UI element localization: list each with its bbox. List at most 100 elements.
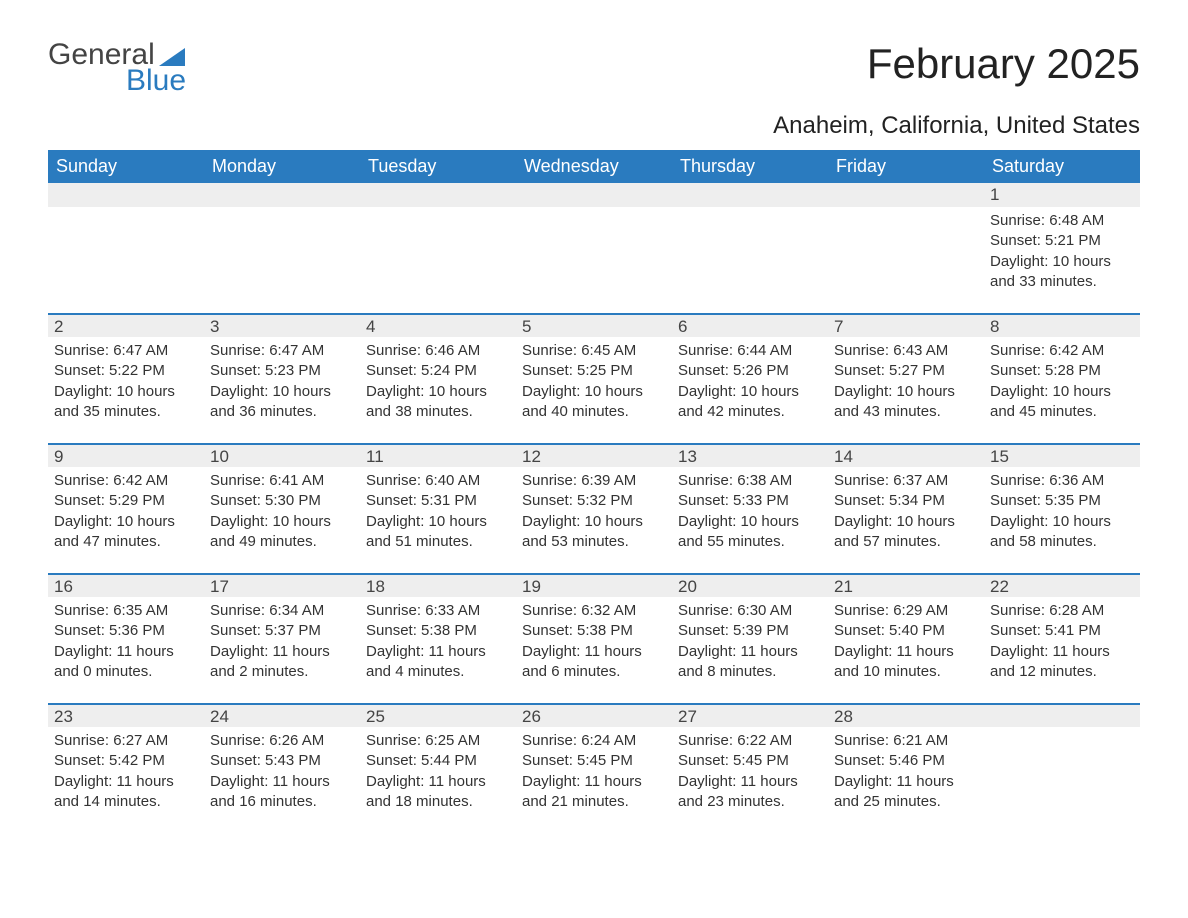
day-number: 16 xyxy=(48,573,204,597)
day-number xyxy=(984,703,1140,727)
sunrise-line: Sunrise: 6:21 AM xyxy=(834,731,978,751)
daylight-line: Daylight: 10 hours and 36 minutes. xyxy=(210,382,354,423)
day-details: Sunrise: 6:43 AMSunset: 5:27 PMDaylight:… xyxy=(828,337,984,422)
calendar-cell: 28Sunrise: 6:21 AMSunset: 5:46 PMDayligh… xyxy=(828,703,984,833)
daylight-line: Daylight: 10 hours and 58 minutes. xyxy=(990,512,1134,553)
day-number xyxy=(204,183,360,207)
day-details: Sunrise: 6:28 AMSunset: 5:41 PMDaylight:… xyxy=(984,597,1140,682)
daylight-line: Daylight: 11 hours and 14 minutes. xyxy=(54,772,198,813)
sunset-line: Sunset: 5:36 PM xyxy=(54,621,198,641)
sunrise-line: Sunrise: 6:29 AM xyxy=(834,601,978,621)
sunrise-line: Sunrise: 6:37 AM xyxy=(834,471,978,491)
daylight-line: Daylight: 11 hours and 8 minutes. xyxy=(678,642,822,683)
day-number xyxy=(672,183,828,207)
sunrise-line: Sunrise: 6:28 AM xyxy=(990,601,1134,621)
daylight-line: Daylight: 10 hours and 38 minutes. xyxy=(366,382,510,423)
calendar-cell: 4 Sunrise: 6:46 AMSunset: 5:24 PMDaylight… xyxy=(360,313,516,443)
daylight-line: Daylight: 11 hours and 10 minutes. xyxy=(834,642,978,683)
calendar-cell: 23Sunrise: 6:27 AMSunset: 5:42 PMDayligh… xyxy=(48,703,204,833)
sunset-line: Sunset: 5:35 PM xyxy=(990,491,1134,511)
daylight-line: Daylight: 10 hours and 33 minutes. xyxy=(990,252,1134,293)
daylight-line: Daylight: 11 hours and 23 minutes. xyxy=(678,772,822,813)
sunrise-line: Sunrise: 6:48 AM xyxy=(990,211,1134,231)
day-number: 28 xyxy=(828,703,984,727)
daylight-line: Daylight: 10 hours and 47 minutes. xyxy=(54,512,198,553)
sunrise-line: Sunrise: 6:30 AM xyxy=(678,601,822,621)
daylight-line: Daylight: 11 hours and 4 minutes. xyxy=(366,642,510,683)
calendar-cell xyxy=(828,183,984,313)
day-number: 24 xyxy=(204,703,360,727)
calendar-cell xyxy=(672,183,828,313)
sunset-line: Sunset: 5:27 PM xyxy=(834,361,978,381)
daylight-line: Daylight: 10 hours and 35 minutes. xyxy=(54,382,198,423)
calendar-week: 9Sunrise: 6:42 AMSunset: 5:29 PMDaylight… xyxy=(48,443,1140,573)
daylight-line: Daylight: 11 hours and 12 minutes. xyxy=(990,642,1134,683)
day-number: 6 xyxy=(672,313,828,337)
day-number: 19 xyxy=(516,573,672,597)
sunset-line: Sunset: 5:41 PM xyxy=(990,621,1134,641)
day-header: Sunday xyxy=(48,150,204,183)
day-number: 23 xyxy=(48,703,204,727)
daylight-line: Daylight: 10 hours and 42 minutes. xyxy=(678,382,822,423)
sunset-line: Sunset: 5:44 PM xyxy=(366,751,510,771)
day-number: 14 xyxy=(828,443,984,467)
calendar-cell: 24Sunrise: 6:26 AMSunset: 5:43 PMDayligh… xyxy=(204,703,360,833)
day-number: 9 xyxy=(48,443,204,467)
sunset-line: Sunset: 5:21 PM xyxy=(990,231,1134,251)
calendar-cell: 21Sunrise: 6:29 AMSunset: 5:40 PMDayligh… xyxy=(828,573,984,703)
day-number: 18 xyxy=(360,573,516,597)
calendar-cell xyxy=(984,703,1140,833)
daylight-line: Daylight: 11 hours and 16 minutes. xyxy=(210,772,354,813)
sunset-line: Sunset: 5:34 PM xyxy=(834,491,978,511)
sunrise-line: Sunrise: 6:40 AM xyxy=(366,471,510,491)
day-details: Sunrise: 6:48 AMSunset: 5:21 PMDaylight:… xyxy=(984,207,1140,292)
day-number: 17 xyxy=(204,573,360,597)
daylight-line: Daylight: 10 hours and 45 minutes. xyxy=(990,382,1134,423)
daylight-line: Daylight: 11 hours and 6 minutes. xyxy=(522,642,666,683)
day-details: Sunrise: 6:34 AMSunset: 5:37 PMDaylight:… xyxy=(204,597,360,682)
day-details: Sunrise: 6:25 AMSunset: 5:44 PMDaylight:… xyxy=(360,727,516,812)
sunset-line: Sunset: 5:24 PM xyxy=(366,361,510,381)
sunrise-line: Sunrise: 6:45 AM xyxy=(522,341,666,361)
calendar-cell: 17Sunrise: 6:34 AMSunset: 5:37 PMDayligh… xyxy=(204,573,360,703)
calendar-cell: 3Sunrise: 6:47 AMSunset: 5:23 PMDaylight… xyxy=(204,313,360,443)
calendar-cell xyxy=(360,183,516,313)
day-header: Wednesday xyxy=(516,150,672,183)
daylight-line: Daylight: 11 hours and 21 minutes. xyxy=(522,772,666,813)
day-number: 4 xyxy=(360,313,516,337)
day-number: 27 xyxy=(672,703,828,727)
sunrise-line: Sunrise: 6:42 AM xyxy=(54,471,198,491)
day-number: 15 xyxy=(984,443,1140,467)
day-number: 21 xyxy=(828,573,984,597)
day-number: 8 xyxy=(984,313,1140,337)
day-details: Sunrise: 6:27 AMSunset: 5:42 PMDaylight:… xyxy=(48,727,204,812)
day-details: Sunrise: 6:39 AMSunset: 5:32 PMDaylight:… xyxy=(516,467,672,552)
daylight-line: Daylight: 10 hours and 53 minutes. xyxy=(522,512,666,553)
sunrise-line: Sunrise: 6:36 AM xyxy=(990,471,1134,491)
sunset-line: Sunset: 5:31 PM xyxy=(366,491,510,511)
sunset-line: Sunset: 5:25 PM xyxy=(522,361,666,381)
sunrise-line: Sunrise: 6:46 AM xyxy=(366,341,510,361)
calendar-cell: 26Sunrise: 6:24 AMSunset: 5:45 PMDayligh… xyxy=(516,703,672,833)
day-details: Sunrise: 6:38 AMSunset: 5:33 PMDaylight:… xyxy=(672,467,828,552)
daylight-line: Daylight: 10 hours and 57 minutes. xyxy=(834,512,978,553)
day-number: 12 xyxy=(516,443,672,467)
calendar-cell: 9Sunrise: 6:42 AMSunset: 5:29 PMDaylight… xyxy=(48,443,204,573)
day-details: Sunrise: 6:29 AMSunset: 5:40 PMDaylight:… xyxy=(828,597,984,682)
calendar-cell: 16Sunrise: 6:35 AMSunset: 5:36 PMDayligh… xyxy=(48,573,204,703)
sunset-line: Sunset: 5:32 PM xyxy=(522,491,666,511)
sunset-line: Sunset: 5:45 PM xyxy=(522,751,666,771)
calendar-cell: 18Sunrise: 6:33 AMSunset: 5:38 PMDayligh… xyxy=(360,573,516,703)
day-details: Sunrise: 6:42 AMSunset: 5:28 PMDaylight:… xyxy=(984,337,1140,422)
calendar-cell: 5Sunrise: 6:45 AMSunset: 5:25 PMDaylight… xyxy=(516,313,672,443)
calendar-week: 2Sunrise: 6:47 AMSunset: 5:22 PMDaylight… xyxy=(48,313,1140,443)
day-number xyxy=(516,183,672,207)
sunset-line: Sunset: 5:37 PM xyxy=(210,621,354,641)
day-details: Sunrise: 6:32 AMSunset: 5:38 PMDaylight:… xyxy=(516,597,672,682)
calendar-cell: 8Sunrise: 6:42 AMSunset: 5:28 PMDaylight… xyxy=(984,313,1140,443)
day-details: Sunrise: 6:22 AMSunset: 5:45 PMDaylight:… xyxy=(672,727,828,812)
sunrise-line: Sunrise: 6:47 AM xyxy=(210,341,354,361)
calendar-cell xyxy=(48,183,204,313)
sunrise-line: Sunrise: 6:44 AM xyxy=(678,341,822,361)
sunset-line: Sunset: 5:28 PM xyxy=(990,361,1134,381)
